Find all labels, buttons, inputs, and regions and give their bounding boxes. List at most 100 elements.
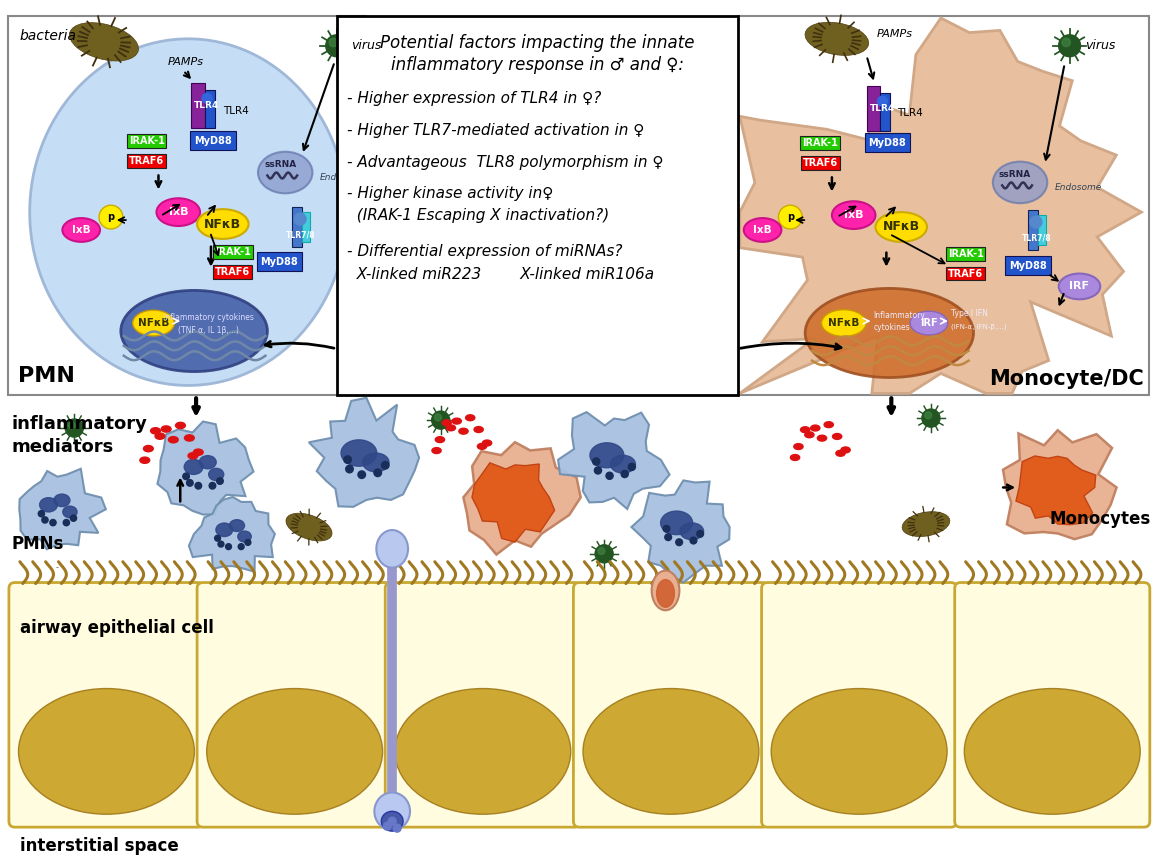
Ellipse shape <box>833 434 842 440</box>
Bar <box>1038 215 1046 245</box>
Circle shape <box>358 471 366 479</box>
Text: NFκB: NFκB <box>828 318 860 328</box>
Ellipse shape <box>583 689 759 814</box>
Ellipse shape <box>875 213 927 242</box>
Text: NFκB: NFκB <box>882 220 920 233</box>
Text: (TNF α, IL 1β,...): (TNF α, IL 1β,...) <box>177 327 238 335</box>
Bar <box>1028 210 1038 250</box>
Ellipse shape <box>156 198 201 226</box>
Bar <box>191 84 205 128</box>
Circle shape <box>225 543 231 550</box>
Ellipse shape <box>877 96 887 106</box>
Ellipse shape <box>590 442 624 467</box>
Text: TLR4: TLR4 <box>194 101 219 111</box>
Circle shape <box>1059 35 1080 57</box>
Ellipse shape <box>176 422 185 429</box>
Circle shape <box>209 482 216 489</box>
Ellipse shape <box>230 520 244 531</box>
Text: TRAF6: TRAF6 <box>215 267 250 276</box>
FancyBboxPatch shape <box>9 582 204 827</box>
Polygon shape <box>472 463 555 542</box>
Text: IRAK-1: IRAK-1 <box>129 136 164 146</box>
Circle shape <box>245 539 251 545</box>
Text: IxB: IxB <box>843 210 863 220</box>
Circle shape <box>217 478 223 485</box>
Text: TLR4: TLR4 <box>897 108 923 118</box>
FancyBboxPatch shape <box>190 131 236 150</box>
Ellipse shape <box>1059 274 1100 299</box>
Ellipse shape <box>791 454 800 461</box>
Ellipse shape <box>964 689 1140 814</box>
Ellipse shape <box>992 162 1047 203</box>
Ellipse shape <box>19 689 195 814</box>
Circle shape <box>595 467 602 474</box>
Text: Monocyte/DC: Monocyte/DC <box>989 369 1144 389</box>
Text: mediators: mediators <box>12 438 114 456</box>
FancyBboxPatch shape <box>574 582 768 827</box>
Ellipse shape <box>184 435 195 441</box>
Ellipse shape <box>818 435 827 442</box>
Text: PMN: PMN <box>18 365 75 385</box>
Text: Endosome: Endosome <box>320 173 367 182</box>
Ellipse shape <box>459 429 468 434</box>
Ellipse shape <box>910 311 948 335</box>
Text: TLR4: TLR4 <box>869 105 895 113</box>
Polygon shape <box>19 469 106 550</box>
Text: TLR7/8: TLR7/8 <box>286 231 316 239</box>
Text: (IRAK-1 Escaping X inactivation?): (IRAK-1 Escaping X inactivation?) <box>347 208 609 223</box>
Text: ssRNA: ssRNA <box>999 170 1031 179</box>
Ellipse shape <box>40 498 57 512</box>
Circle shape <box>384 823 391 830</box>
Circle shape <box>70 515 76 521</box>
Ellipse shape <box>825 422 833 428</box>
Ellipse shape <box>150 428 161 434</box>
Polygon shape <box>463 442 581 555</box>
Bar <box>292 207 303 247</box>
Ellipse shape <box>474 427 483 433</box>
Ellipse shape <box>140 457 150 463</box>
Circle shape <box>393 824 401 832</box>
Circle shape <box>42 517 48 523</box>
FancyBboxPatch shape <box>257 252 303 271</box>
Ellipse shape <box>466 415 475 421</box>
Circle shape <box>39 511 45 517</box>
Ellipse shape <box>258 152 312 194</box>
Ellipse shape <box>902 511 950 537</box>
Ellipse shape <box>446 425 455 431</box>
Ellipse shape <box>143 446 154 452</box>
Circle shape <box>622 470 629 478</box>
Circle shape <box>629 463 636 470</box>
FancyBboxPatch shape <box>865 133 910 152</box>
Polygon shape <box>308 397 419 507</box>
Ellipse shape <box>69 22 138 61</box>
Circle shape <box>99 206 123 229</box>
Ellipse shape <box>442 420 452 426</box>
Text: PMNs: PMNs <box>12 535 65 553</box>
FancyBboxPatch shape <box>761 582 957 827</box>
Text: TLR7/8: TLR7/8 <box>1022 233 1052 243</box>
Text: ssRNA: ssRNA <box>264 160 297 169</box>
Text: - Advantageous  TLR8 polymorphism in ♀: - Advantageous TLR8 polymorphism in ♀ <box>347 155 663 169</box>
Text: cytokines: cytokines <box>874 322 910 332</box>
Ellipse shape <box>800 427 809 433</box>
Text: - Differential expression of miRNAs?: - Differential expression of miRNAs? <box>347 244 622 259</box>
Ellipse shape <box>482 440 491 446</box>
Ellipse shape <box>374 792 411 830</box>
Circle shape <box>187 480 194 486</box>
Ellipse shape <box>202 93 212 103</box>
Ellipse shape <box>477 443 487 449</box>
FancyBboxPatch shape <box>197 582 392 827</box>
Circle shape <box>922 410 940 427</box>
Text: virus: virus <box>1085 39 1116 52</box>
Circle shape <box>330 38 338 47</box>
Ellipse shape <box>206 689 382 814</box>
Text: NFκB: NFκB <box>204 218 242 231</box>
Circle shape <box>697 530 704 537</box>
Polygon shape <box>157 422 253 515</box>
Bar <box>205 91 215 128</box>
Text: - Higher TLR7-mediated activation in ♀: - Higher TLR7-mediated activation in ♀ <box>347 123 644 138</box>
Bar <box>867 86 881 131</box>
Text: TRAF6: TRAF6 <box>802 157 838 168</box>
Text: IRAK-1: IRAK-1 <box>948 249 983 258</box>
Text: airway epithelial cell: airway epithelial cell <box>20 619 213 637</box>
